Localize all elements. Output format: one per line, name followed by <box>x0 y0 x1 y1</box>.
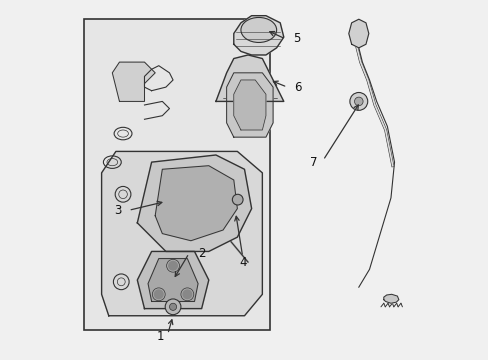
Text: 7: 7 <box>309 156 317 169</box>
Polygon shape <box>383 294 398 303</box>
FancyBboxPatch shape <box>83 19 269 330</box>
Circle shape <box>232 194 243 205</box>
Circle shape <box>349 93 367 111</box>
Circle shape <box>354 97 363 106</box>
Circle shape <box>169 303 176 310</box>
Circle shape <box>165 299 181 315</box>
Text: 2: 2 <box>198 247 205 260</box>
Text: 3: 3 <box>114 204 121 217</box>
Text: 1: 1 <box>157 330 164 343</box>
Polygon shape <box>155 166 237 241</box>
Polygon shape <box>137 155 251 251</box>
Polygon shape <box>233 80 265 130</box>
Circle shape <box>183 290 191 298</box>
Polygon shape <box>233 16 283 55</box>
Polygon shape <box>148 258 198 301</box>
Text: 5: 5 <box>292 32 300 45</box>
Polygon shape <box>137 251 208 309</box>
Circle shape <box>154 290 163 298</box>
Polygon shape <box>102 152 262 316</box>
Polygon shape <box>112 62 155 102</box>
Circle shape <box>168 261 177 270</box>
Ellipse shape <box>241 18 276 42</box>
Text: 6: 6 <box>293 81 301 94</box>
Polygon shape <box>348 19 368 48</box>
Polygon shape <box>216 55 283 102</box>
Polygon shape <box>226 73 272 137</box>
Text: 4: 4 <box>239 256 246 269</box>
